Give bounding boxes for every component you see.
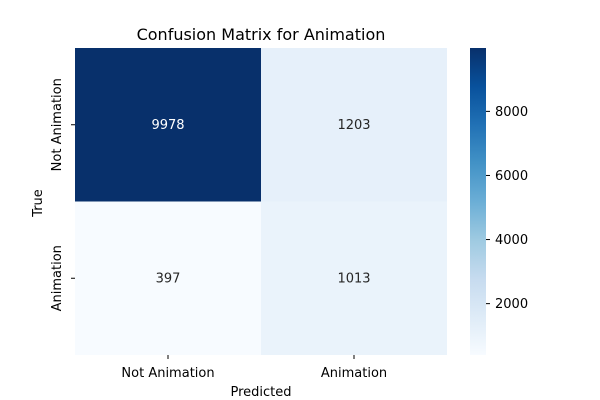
chart-title: Confusion Matrix for Animation: [137, 25, 386, 44]
colorbar-tick-label: 8000: [495, 105, 528, 120]
x-tick-label: Not Animation: [121, 366, 214, 381]
colorbar-tick-label: 2000: [495, 297, 528, 312]
y-axis-label: True: [31, 189, 46, 218]
colorbar-tick-label: 4000: [495, 233, 528, 248]
x-axis: Not Animation Animation: [121, 355, 387, 381]
heatmap-cell: [75, 201, 261, 355]
cell-value-label: 1203: [337, 118, 370, 133]
x-axis-label: Predicted: [230, 385, 291, 400]
heatmap-cells: [75, 48, 447, 355]
heatmap-cell: [75, 48, 261, 202]
cell-value-label: 9978: [151, 118, 184, 133]
colorbar-tick-label: 6000: [495, 169, 528, 184]
y-axis: Not Animation Animation: [50, 78, 75, 311]
y-tick-label: Animation: [50, 245, 65, 311]
colorbar-ticks: 2000 4000 6000 8000: [486, 105, 528, 312]
y-tick-label: Not Animation: [50, 78, 65, 171]
cell-value-label: 1013: [337, 271, 370, 286]
heatmap-cell-labels: 9978 1203 397 1013: [151, 118, 370, 287]
heatmap-cell: [261, 48, 447, 202]
cell-value-label: 397: [156, 271, 181, 286]
heatmap-cell: [261, 201, 447, 355]
x-tick-label: Animation: [321, 366, 387, 381]
colorbar: [470, 48, 486, 355]
